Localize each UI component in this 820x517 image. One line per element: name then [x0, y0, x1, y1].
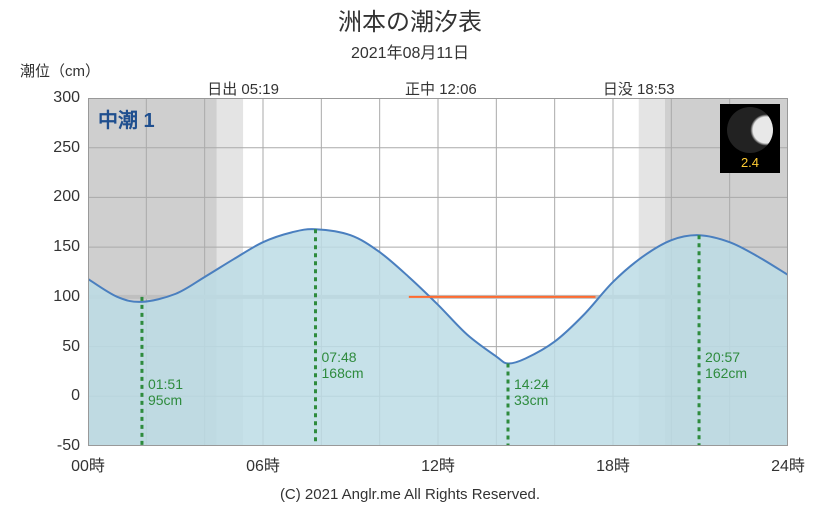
- x-tick: 24時: [771, 452, 805, 476]
- tide-type-text: 中潮 1: [98, 110, 155, 132]
- moon-phase-icon: [727, 107, 773, 153]
- y-tick: 300: [53, 89, 80, 107]
- tide-marker-value: 95cm: [148, 392, 183, 408]
- tide-plot-svg: [88, 98, 788, 446]
- tide-marker-time: 20:57: [705, 349, 747, 365]
- x-tick: 00時: [71, 452, 105, 476]
- moon-age-label: 2.4: [723, 155, 777, 170]
- title-text: 洲本の潮汐表: [338, 9, 482, 36]
- ylabel-text: 潮位（cm）: [20, 63, 100, 80]
- tide-marker-label: 07:48168cm: [322, 349, 364, 381]
- tide-marker-value: 168cm: [322, 365, 364, 381]
- sunrise-label: 日出 05:19: [207, 78, 279, 99]
- y-tick: 50: [62, 338, 80, 356]
- tide-plot: 中潮 1 2.4 01:5195cm 07:48168cm 14:2433cm 20:…: [88, 98, 788, 446]
- solar-noon-label: 正中 12:06: [405, 78, 477, 99]
- y-tick: 250: [53, 139, 80, 157]
- tide-marker-label: 14:2433cm: [514, 376, 549, 408]
- y-tick: 0: [71, 387, 80, 405]
- x-tick: 12時: [421, 452, 455, 476]
- sunset-label: 日没 18:53: [603, 78, 675, 99]
- tide-marker-time: 01:51: [148, 376, 183, 392]
- y-axis-label: 潮位（cm）: [20, 60, 100, 81]
- y-tick: 200: [53, 188, 80, 206]
- copyright-text: (C) 2021 Anglr.me All Rights Reserved.: [280, 486, 540, 503]
- tide-marker-value: 162cm: [705, 365, 747, 381]
- moon-phase-box: 2.4: [720, 104, 780, 173]
- tide-marker-label: 01:5195cm: [148, 376, 183, 408]
- tide-type-label: 中潮 1: [98, 104, 155, 133]
- tide-chart-page: 洲本の潮汐表 2021年08月11日 潮位（cm） 日出 05:19 正中 12…: [0, 0, 820, 517]
- x-tick: 18時: [596, 452, 630, 476]
- y-tick: 100: [53, 288, 80, 306]
- tide-marker-value: 33cm: [514, 392, 549, 408]
- tide-marker-label: 20:57162cm: [705, 349, 747, 381]
- page-title: 洲本の潮汐表: [0, 0, 820, 37]
- date-text: 2021年08月11日: [351, 45, 469, 62]
- moon-age-text: 2.4: [741, 155, 759, 170]
- copyright-line: (C) 2021 Anglr.me All Rights Reserved.: [0, 486, 820, 503]
- tide-marker-time: 14:24: [514, 376, 549, 392]
- x-tick: 06時: [246, 452, 280, 476]
- chart-date: 2021年08月11日: [0, 39, 820, 63]
- tide-marker-time: 07:48: [322, 349, 364, 365]
- y-tick: 150: [53, 238, 80, 256]
